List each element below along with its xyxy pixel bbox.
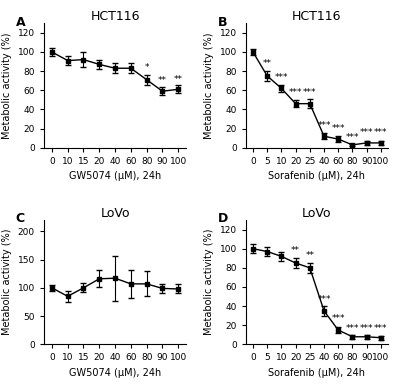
Text: ***: *** <box>332 124 345 134</box>
Text: ***: *** <box>303 88 316 97</box>
Text: D: D <box>218 212 228 226</box>
Title: HCT116: HCT116 <box>292 10 342 23</box>
Text: **: ** <box>174 75 183 84</box>
Y-axis label: Metabolic activity (%): Metabolic activity (%) <box>2 32 12 139</box>
Text: ***: *** <box>360 324 374 333</box>
Y-axis label: Metabolic activity (%): Metabolic activity (%) <box>2 229 12 336</box>
Text: ***: *** <box>360 128 374 137</box>
Text: ***: *** <box>374 128 388 137</box>
X-axis label: Sorafenib (μM), 24h: Sorafenib (μM), 24h <box>268 368 366 378</box>
Text: ***: *** <box>317 295 331 304</box>
Text: C: C <box>16 212 25 226</box>
Text: A: A <box>16 16 25 29</box>
Text: ***: *** <box>317 122 331 130</box>
Text: **: ** <box>305 251 314 260</box>
Text: ***: *** <box>374 324 388 333</box>
Text: *: * <box>144 63 149 72</box>
Title: LoVo: LoVo <box>100 207 130 220</box>
Text: B: B <box>218 16 227 29</box>
Text: **: ** <box>291 247 300 255</box>
Title: LoVo: LoVo <box>302 207 332 220</box>
Y-axis label: Metabolic activity (%): Metabolic activity (%) <box>204 32 214 139</box>
Title: HCT116: HCT116 <box>90 10 140 23</box>
X-axis label: GW5074 (μM), 24h: GW5074 (μM), 24h <box>69 171 161 181</box>
Text: ***: *** <box>289 88 302 97</box>
Text: **: ** <box>158 77 167 86</box>
Text: ***: *** <box>275 73 288 82</box>
Text: ***: *** <box>332 314 345 324</box>
X-axis label: Sorafenib (μM), 24h: Sorafenib (μM), 24h <box>268 171 366 181</box>
X-axis label: GW5074 (μM), 24h: GW5074 (μM), 24h <box>69 368 161 378</box>
Text: **: ** <box>263 59 272 68</box>
Text: ***: *** <box>346 133 359 142</box>
Text: ***: *** <box>346 324 359 333</box>
Y-axis label: Metabolic activity (%): Metabolic activity (%) <box>204 229 214 336</box>
